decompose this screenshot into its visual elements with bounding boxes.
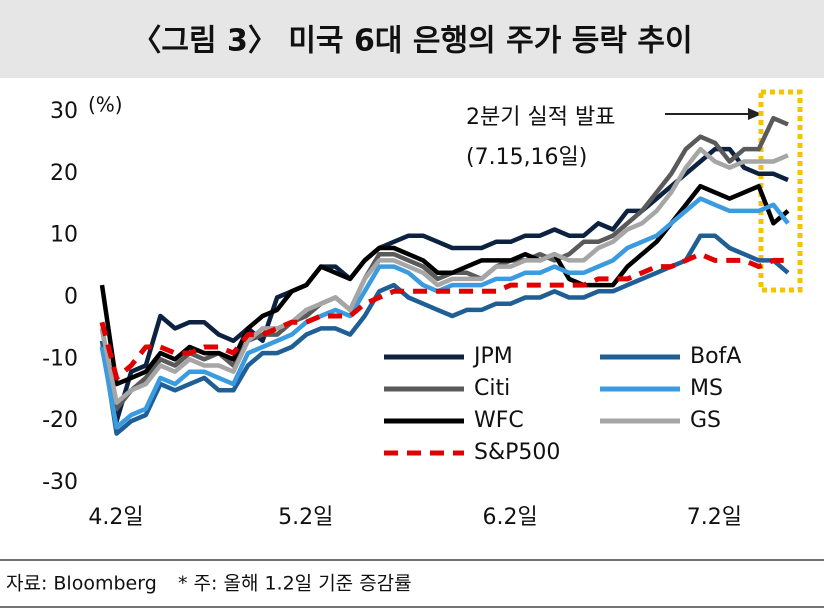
x-tick-label: 6.2일 <box>482 505 537 530</box>
legend-label: Citi <box>474 376 510 401</box>
legend-label: JPM <box>472 344 513 369</box>
note: * 주: 올해 1.2일 기준 증감률 <box>178 573 412 595</box>
title-bar <box>0 0 824 78</box>
x-tick-label: 7.2일 <box>687 505 742 530</box>
y-tick-label: -30 <box>42 470 78 495</box>
x-tick-label: 5.2일 <box>278 505 333 530</box>
legend-label: GS <box>690 408 721 433</box>
series-line <box>99 183 790 387</box>
legend-label: MS <box>690 376 723 401</box>
series-line <box>99 251 788 381</box>
y-tick-label: -20 <box>42 408 78 433</box>
legend-label: S&P500 <box>474 440 560 465</box>
series-line <box>99 233 790 436</box>
legend-label: BofA <box>690 344 741 369</box>
series-line <box>99 146 789 405</box>
y-tick-label: -10 <box>42 346 78 371</box>
y-tick-label: 20 <box>50 161 78 186</box>
y-tick-label: 30 <box>50 99 78 124</box>
highlight-box <box>758 89 803 293</box>
legend-label: WFC <box>474 408 524 433</box>
arrow-head <box>748 108 762 120</box>
annotation: (7.15,16일) <box>466 145 587 170</box>
y-unit: (%) <box>88 93 123 117</box>
annotation: 2분기 실적 발표 <box>466 105 615 130</box>
source: 자료: Bloomberg <box>6 573 157 595</box>
y-tick-label: 10 <box>50 223 78 248</box>
chart-title: 〈그림 3〉 미국 6대 은행의 주가 등락 추이 <box>131 24 692 59</box>
x-tick-label: 4.2일 <box>88 505 143 530</box>
y-tick-label: 0 <box>64 285 78 310</box>
series-line <box>99 196 790 430</box>
